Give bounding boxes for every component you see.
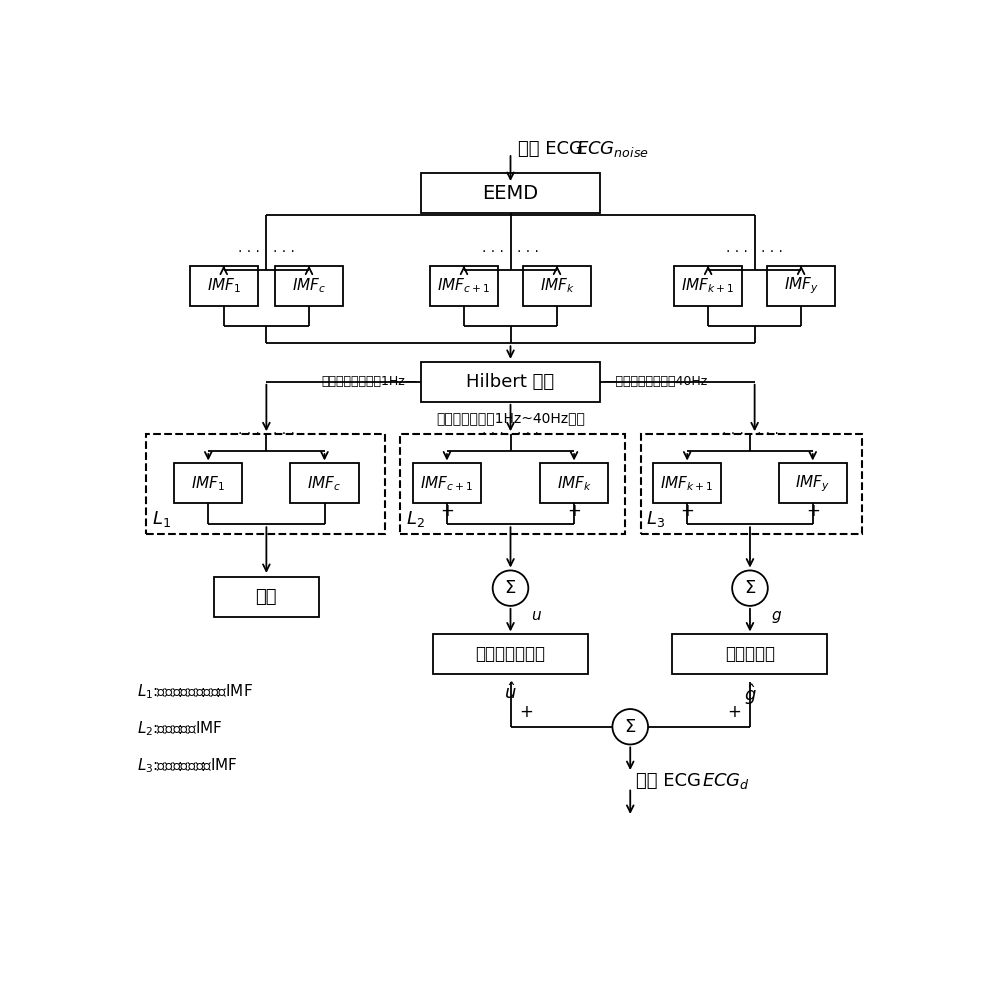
Text: $IMF_{c+1}$: $IMF_{c+1}$ — [420, 474, 473, 493]
Text: +: + — [440, 502, 454, 520]
Bar — [421, 362, 599, 402]
Text: $\hat{g}$: $\hat{g}$ — [744, 682, 757, 707]
Text: $L_2$: $L_2$ — [405, 509, 425, 529]
Bar — [190, 266, 258, 306]
Text: $IMF_{y}$: $IMF_{y}$ — [795, 473, 830, 494]
Bar — [433, 634, 588, 674]
Text: · · ·   · · ·: · · · · · · — [726, 245, 783, 259]
Text: · · ·   · · ·: · · · · · · — [721, 427, 778, 441]
Text: $\Sigma$: $\Sigma$ — [505, 579, 517, 597]
Text: $L_3$:高频噪声主导的IMF: $L_3$:高频噪声主导的IMF — [137, 756, 238, 775]
Bar — [523, 266, 591, 306]
Text: $IMF_{c}$: $IMF_{c}$ — [307, 474, 341, 493]
Bar — [400, 434, 625, 534]
Bar — [275, 266, 343, 306]
Text: $L_2$:信号主导的IMF: $L_2$:信号主导的IMF — [137, 719, 222, 738]
Text: · · ·   · · ·: · · · · · · — [238, 245, 295, 259]
Bar — [413, 463, 481, 503]
Text: +: + — [806, 502, 820, 520]
Text: $IMF_{k}$: $IMF_{k}$ — [539, 276, 575, 295]
Text: $ECG_d$: $ECG_d$ — [703, 771, 750, 791]
Text: $u$: $u$ — [531, 609, 542, 623]
Text: —中心瞬时频率大于40Hz: —中心瞬时频率大于40Hz — [603, 375, 707, 388]
Text: EEMD: EEMD — [482, 184, 538, 203]
Text: $IMF_{c}$: $IMF_{c}$ — [292, 276, 326, 295]
Text: · · ·   · · ·: · · · · · · — [482, 245, 539, 259]
Text: Hilbert 变换: Hilbert 变换 — [466, 373, 555, 391]
Bar — [641, 434, 862, 534]
Text: $\hat{u}$: $\hat{u}$ — [504, 682, 517, 703]
Bar — [430, 266, 498, 306]
Text: $\Sigma$: $\Sigma$ — [624, 718, 637, 736]
Bar — [174, 463, 242, 503]
Text: +: + — [520, 703, 533, 721]
Text: $L_1$:基线漂移噪声主导的IMF: $L_1$:基线漂移噪声主导的IMF — [137, 682, 253, 701]
Bar — [421, 173, 599, 213]
Text: $IMF_{y}$: $IMF_{y}$ — [783, 275, 819, 296]
Text: $IMF_{1}$: $IMF_{1}$ — [207, 276, 241, 295]
Text: 去噪 ECG: 去噪 ECG — [637, 772, 707, 790]
Bar — [672, 634, 828, 674]
Text: 中心瞬时频率小于1Hz—: 中心瞬时频率小于1Hz— — [321, 375, 417, 388]
Text: $\Sigma$: $\Sigma$ — [744, 579, 756, 597]
Text: 丢弃: 丢弃 — [256, 588, 277, 606]
Circle shape — [612, 709, 648, 744]
Bar — [147, 434, 385, 534]
Text: 阈值去噪法: 阈值去噪法 — [725, 645, 775, 663]
Circle shape — [732, 570, 768, 606]
Text: $L_3$: $L_3$ — [646, 509, 665, 529]
Text: $IMF_{1}$: $IMF_{1}$ — [191, 474, 225, 493]
Text: 中心瞬时频率在1Hz~40Hz之间: 中心瞬时频率在1Hz~40Hz之间 — [436, 411, 584, 425]
Text: 非局部均值滤波: 非局部均值滤波 — [475, 645, 545, 663]
Text: $IMF_{k+1}$: $IMF_{k+1}$ — [660, 474, 714, 493]
Text: $L_1$: $L_1$ — [152, 509, 170, 529]
Bar — [674, 266, 742, 306]
Bar — [778, 463, 847, 503]
Bar — [215, 577, 319, 617]
Text: +: + — [567, 502, 581, 520]
Text: +: + — [727, 703, 741, 721]
Text: $IMF_{k}$: $IMF_{k}$ — [557, 474, 591, 493]
Text: $IMF_{c+1}$: $IMF_{c+1}$ — [438, 276, 491, 295]
Text: +: + — [680, 502, 694, 520]
Bar — [290, 463, 358, 503]
Text: $ECG_{noise}$: $ECG_{noise}$ — [577, 139, 649, 159]
Circle shape — [493, 570, 528, 606]
Text: · · ·   · · ·: · · · · · · — [482, 427, 539, 441]
Text: $g$: $g$ — [770, 609, 782, 625]
Bar — [540, 463, 608, 503]
Text: 含噪 ECG: 含噪 ECG — [519, 140, 588, 158]
Text: $IMF_{k+1}$: $IMF_{k+1}$ — [681, 276, 735, 295]
Text: · · ·   · · ·: · · · · · · — [238, 427, 295, 441]
Bar — [653, 463, 721, 503]
Bar — [767, 266, 835, 306]
